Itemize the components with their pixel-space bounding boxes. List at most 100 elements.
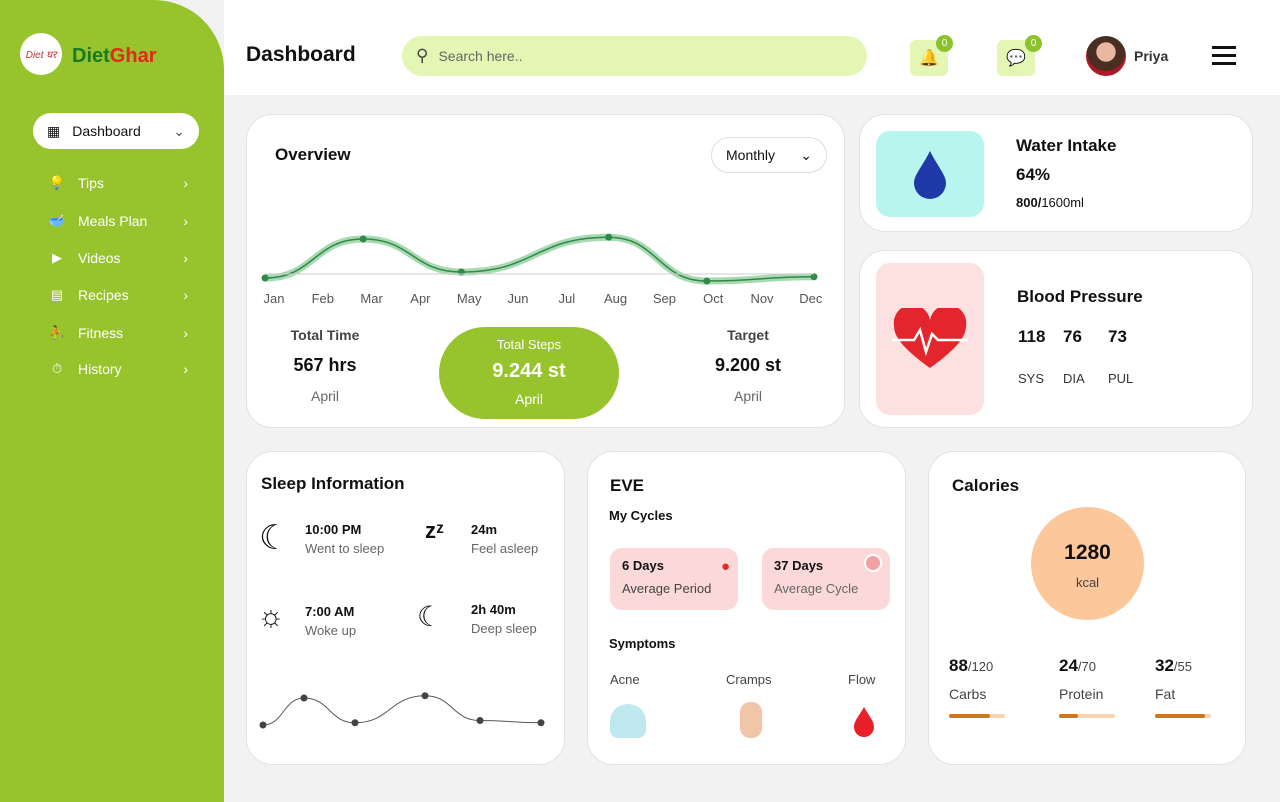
water-amount: 800/: [1016, 195, 1042, 210]
sidebar-item-label: Meals Plan: [78, 213, 148, 229]
eve-title: EVE: [610, 476, 645, 495]
sidebar: Diet घर DietGhar ▦ Dashboard ⌄ 💡 Tips › 🥣 Mea…: [0, 0, 224, 802]
macro-progress: [949, 714, 1005, 718]
symptom-acne[interactable]: Acne: [610, 672, 640, 687]
bp-title: Blood Pressure: [1017, 287, 1143, 306]
cycle-value: 6 Days: [622, 558, 664, 573]
heart-icon: [876, 263, 984, 415]
overview-point[interactable]: [605, 233, 613, 241]
overview-point[interactable]: [703, 277, 711, 285]
sleep-value: 24m: [471, 522, 498, 537]
sidebar-item-meals-plan[interactable]: 🥣 Meals Plan ›: [48, 209, 188, 233]
sleep-value: 10:00 PM: [305, 522, 362, 537]
chevron-right-icon: ›: [183, 287, 188, 303]
macro-value: 24: [1059, 656, 1078, 675]
sidebar-item-recipes[interactable]: ▤ Recipes ›: [48, 283, 188, 307]
search-input[interactable]: ⚲ Search here..: [402, 36, 867, 76]
chevron-right-icon: ›: [183, 213, 188, 229]
overview-point[interactable]: [810, 273, 818, 281]
chevron-down-icon: ⌄: [173, 122, 185, 139]
blood-pressure-card: Blood Pressure 118 SYS 76 DIA 73 PUL: [859, 250, 1253, 428]
overview-point[interactable]: [261, 274, 269, 282]
fitness-icon: ⛹: [48, 325, 66, 340]
target-sub: April: [733, 388, 762, 404]
x-tick-label: Jun: [508, 291, 529, 306]
flow-drop-icon: [854, 707, 874, 737]
x-tick-label: Apr: [410, 291, 431, 306]
sleep-label: Feel asleep: [471, 541, 539, 556]
macro-value: 32: [1155, 656, 1174, 675]
eve-card: EVE My Cycles 6 Days Average Period ● 37 …: [587, 451, 906, 765]
macro-carbs: 88/120 Carbs: [949, 656, 1009, 718]
sleep-card: Sleep Information ☾ 10:00 PM Went to slee…: [246, 451, 565, 765]
eve-subtitle: My Cycles: [609, 508, 673, 523]
drop-icon: ●: [720, 558, 730, 575]
play-icon: ▶: [52, 250, 62, 265]
total-steps-pill: Total Steps 9.244 st April: [439, 327, 619, 419]
sidebar-item-tips[interactable]: 💡 Tips ›: [48, 171, 188, 195]
sidebar-item-fitness[interactable]: ⛹ Fitness ›: [48, 321, 188, 345]
pul-value: 73: [1108, 327, 1127, 346]
sidebar-item-label: Dashboard: [72, 123, 141, 139]
period-value: Monthly: [726, 147, 776, 163]
overview-point[interactable]: [359, 235, 367, 243]
water-percent: 64%: [1016, 165, 1051, 184]
x-tick-label: Dec: [799, 291, 823, 306]
sidebar-item-videos[interactable]: ▶ Videos ›: [48, 246, 188, 270]
water-intake-card: Water Intake 64% 800/1600ml: [859, 114, 1253, 232]
cycle-value: 37 Days: [774, 558, 824, 573]
cycle-label: Average Period: [622, 581, 712, 596]
symptom-cramps[interactable]: Cramps: [726, 672, 772, 687]
macro-label: Carbs: [949, 686, 987, 702]
macro-target: /120: [967, 659, 994, 674]
brand-name: DietGhar: [72, 45, 157, 67]
calories-value: 1280: [1064, 541, 1111, 564]
macro-target: /55: [1173, 659, 1192, 674]
sidebar-item-dashboard[interactable]: ▦ Dashboard ⌄: [33, 113, 199, 149]
circle-icon: [864, 554, 882, 572]
sleep-title: Sleep Information: [261, 474, 405, 493]
avatar[interactable]: [1086, 36, 1126, 76]
chevron-right-icon: ›: [183, 175, 188, 191]
chevron-down-icon: ⌄: [800, 146, 812, 163]
target-value: 9.200 st: [714, 355, 782, 375]
macro-label: Protein: [1059, 686, 1104, 702]
x-tick-label: Jan: [264, 291, 285, 306]
x-tick-label: Mar: [360, 291, 383, 306]
sidebar-item-label: Videos: [78, 250, 121, 266]
sidebar-item-label: History: [78, 361, 122, 377]
message-badge: 0: [1025, 35, 1042, 52]
total-steps-sub: April: [514, 391, 543, 407]
macro-protein: 24/70 Protein: [1059, 656, 1119, 718]
chevron-right-icon: ›: [183, 325, 188, 341]
water-title: Water Intake: [1016, 136, 1117, 155]
sys-value: 118: [1018, 327, 1046, 346]
moon-icon: ☾: [259, 519, 290, 557]
period-cycle-card[interactable]: 6 Days Average Period ●: [610, 548, 738, 610]
sidebar-item-history[interactable]: ⏱ History ›: [48, 357, 188, 381]
macro-target: /70: [1077, 659, 1096, 674]
average-cycle-card[interactable]: 37 Days Average Cycle: [762, 548, 890, 610]
sleep-chart: [259, 692, 545, 729]
sleep-label: Deep sleep: [471, 621, 537, 636]
overview-title: Overview: [275, 145, 351, 164]
lightbulb-icon: 💡: [48, 175, 66, 190]
overview-chart: Jan Feb Mar Apr May Jun Jul Aug Sep Oct Nov Dec: [261, 233, 823, 306]
calories-title: Calories: [952, 476, 1020, 495]
x-tick-label: Sep: [653, 291, 676, 306]
message-icon: 💬: [1006, 50, 1026, 67]
target-label: Target: [727, 327, 769, 343]
dia-value: 76: [1063, 327, 1082, 346]
symptom-flow[interactable]: Flow: [848, 672, 876, 687]
sidebar-item-label: Fitness: [78, 325, 124, 341]
macro-progress: [1059, 714, 1115, 718]
x-tick-label: Aug: [604, 291, 627, 306]
pul-label: PUL: [1108, 371, 1134, 386]
water-total: 1600ml: [1041, 195, 1084, 210]
period-select[interactable]: Monthly ⌄: [711, 137, 827, 173]
sleep-point: [537, 719, 545, 727]
menu-icon[interactable]: [1212, 46, 1236, 65]
user-name[interactable]: Priya: [1134, 48, 1169, 64]
x-tick-label: Feb: [312, 291, 334, 306]
logo: Diet घर: [20, 33, 62, 75]
